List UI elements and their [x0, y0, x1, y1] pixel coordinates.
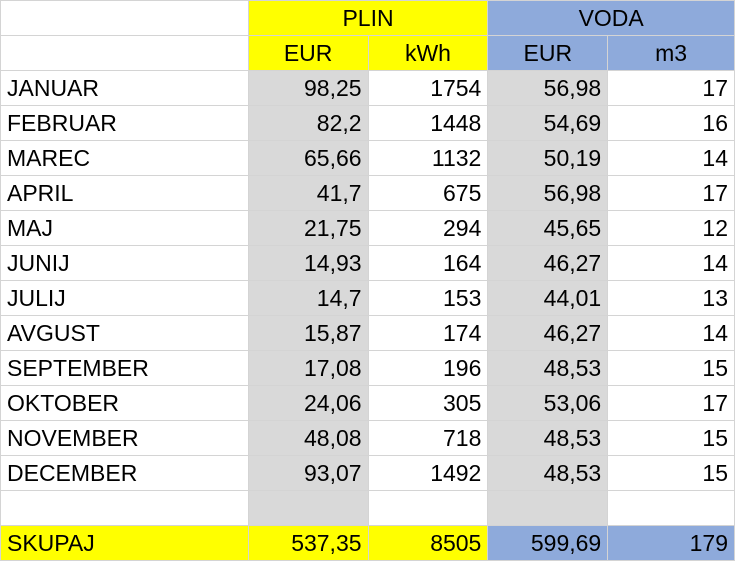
- empty-row: [0, 490, 735, 526]
- voda-m3-cell[interactable]: 17: [607, 70, 735, 106]
- voda-eur-cell[interactable]: 48,53: [487, 420, 609, 456]
- table-row: JUNIJ 14,93 164 46,27 14: [0, 245, 735, 281]
- voda-m3-cell[interactable]: 15: [607, 350, 735, 386]
- voda-eur-cell[interactable]: 48,53: [487, 350, 609, 386]
- plin-eur-cell[interactable]: 24,06: [247, 385, 369, 421]
- table-row: MAREC 65,66 1132 50,19 14: [0, 140, 735, 176]
- plin-eur-cell[interactable]: 14,93: [247, 245, 369, 281]
- total-voda-eur[interactable]: 599,69: [487, 525, 609, 561]
- table-row: JANUAR 98,25 1754 56,98 17: [0, 70, 735, 106]
- plin-kwh-cell[interactable]: 164: [367, 245, 489, 281]
- empty-cell[interactable]: [0, 0, 249, 36]
- month-cell[interactable]: DECEMBER: [0, 455, 249, 491]
- plin-group-header[interactable]: PLIN: [247, 0, 489, 36]
- voda-eur-cell[interactable]: 50,19: [487, 140, 609, 176]
- voda-m3-cell[interactable]: 14: [607, 140, 735, 176]
- month-cell[interactable]: JULIJ: [0, 280, 249, 316]
- voda-m3-cell[interactable]: 17: [607, 385, 735, 421]
- empty-cell[interactable]: [247, 490, 369, 526]
- month-cell[interactable]: SEPTEMBER: [0, 350, 249, 386]
- table-row: OKTOBER 24,06 305 53,06 17: [0, 385, 735, 421]
- total-plin-kwh[interactable]: 8505: [367, 525, 489, 561]
- month-cell[interactable]: NOVEMBER: [0, 420, 249, 456]
- plin-eur-cell[interactable]: 82,2: [247, 105, 369, 141]
- plin-kwh-cell[interactable]: 305: [367, 385, 489, 421]
- voda-group-header[interactable]: VODA: [487, 0, 735, 36]
- month-cell[interactable]: JANUAR: [0, 70, 249, 106]
- plin-kwh-cell[interactable]: 1448: [367, 105, 489, 141]
- voda-eur-cell[interactable]: 46,27: [487, 245, 609, 281]
- month-cell[interactable]: FEBRUAR: [0, 105, 249, 141]
- plin-eur-cell[interactable]: 15,87: [247, 315, 369, 351]
- empty-cell[interactable]: [607, 490, 735, 526]
- plin-eur-cell[interactable]: 65,66: [247, 140, 369, 176]
- plin-kwh-cell[interactable]: 1492: [367, 455, 489, 491]
- table-row: SEPTEMBER 17,08 196 48,53 15: [0, 350, 735, 386]
- plin-eur-cell[interactable]: 41,7: [247, 175, 369, 211]
- month-cell[interactable]: OKTOBER: [0, 385, 249, 421]
- voda-eur-cell[interactable]: 44,01: [487, 280, 609, 316]
- total-voda-m3[interactable]: 179: [607, 525, 735, 561]
- plin-eur-cell[interactable]: 98,25: [247, 70, 369, 106]
- plin-eur-cell[interactable]: 48,08: [247, 420, 369, 456]
- utility-cost-table: PLIN VODA EUR kWh EUR m3 JANUAR 98,25 17…: [0, 0, 735, 561]
- totals-row: SKUPAJ 537,35 8505 599,69 179: [0, 525, 735, 561]
- voda-m3-header[interactable]: m3: [607, 35, 735, 71]
- plin-eur-cell[interactable]: 17,08: [247, 350, 369, 386]
- table-row: MAJ 21,75 294 45,65 12: [0, 210, 735, 246]
- totals-label[interactable]: SKUPAJ: [0, 525, 249, 561]
- voda-m3-cell[interactable]: 14: [607, 315, 735, 351]
- voda-m3-cell[interactable]: 15: [607, 420, 735, 456]
- plin-eur-cell[interactable]: 14,7: [247, 280, 369, 316]
- plin-kwh-cell[interactable]: 153: [367, 280, 489, 316]
- voda-eur-cell[interactable]: 53,06: [487, 385, 609, 421]
- plin-kwh-cell[interactable]: 196: [367, 350, 489, 386]
- plin-kwh-cell[interactable]: 718: [367, 420, 489, 456]
- voda-m3-cell[interactable]: 17: [607, 175, 735, 211]
- table-row: APRIL 41,7 675 56,98 17: [0, 175, 735, 211]
- voda-m3-cell[interactable]: 16: [607, 105, 735, 141]
- month-cell[interactable]: MAREC: [0, 140, 249, 176]
- plin-kwh-cell[interactable]: 1754: [367, 70, 489, 106]
- plin-kwh-cell[interactable]: 1132: [367, 140, 489, 176]
- plin-kwh-cell[interactable]: 294: [367, 210, 489, 246]
- voda-m3-cell[interactable]: 12: [607, 210, 735, 246]
- voda-eur-cell[interactable]: 56,98: [487, 175, 609, 211]
- empty-cell[interactable]: [0, 35, 249, 71]
- plin-kwh-header[interactable]: kWh: [367, 35, 489, 71]
- plin-eur-cell[interactable]: 93,07: [247, 455, 369, 491]
- empty-cell[interactable]: [487, 490, 609, 526]
- voda-m3-cell[interactable]: 15: [607, 455, 735, 491]
- plin-eur-header[interactable]: EUR: [247, 35, 369, 71]
- month-cell[interactable]: APRIL: [0, 175, 249, 211]
- plin-eur-cell[interactable]: 21,75: [247, 210, 369, 246]
- empty-cell[interactable]: [367, 490, 489, 526]
- voda-eur-cell[interactable]: 46,27: [487, 315, 609, 351]
- table-row: JULIJ 14,7 153 44,01 13: [0, 280, 735, 316]
- plin-kwh-cell[interactable]: 174: [367, 315, 489, 351]
- table-row: NOVEMBER 48,08 718 48,53 15: [0, 420, 735, 456]
- table-row: AVGUST 15,87 174 46,27 14: [0, 315, 735, 351]
- table-row: FEBRUAR 82,2 1448 54,69 16: [0, 105, 735, 141]
- sub-header-row: EUR kWh EUR m3: [0, 35, 735, 71]
- voda-eur-cell[interactable]: 45,65: [487, 210, 609, 246]
- month-cell[interactable]: AVGUST: [0, 315, 249, 351]
- voda-m3-cell[interactable]: 14: [607, 245, 735, 281]
- month-cell[interactable]: JUNIJ: [0, 245, 249, 281]
- voda-eur-cell[interactable]: 56,98: [487, 70, 609, 106]
- empty-cell[interactable]: [0, 490, 249, 526]
- voda-m3-cell[interactable]: 13: [607, 280, 735, 316]
- voda-eur-header[interactable]: EUR: [487, 35, 609, 71]
- total-plin-eur[interactable]: 537,35: [247, 525, 369, 561]
- month-cell[interactable]: MAJ: [0, 210, 249, 246]
- group-header-row: PLIN VODA: [0, 0, 735, 36]
- table-row: DECEMBER 93,07 1492 48,53 15: [0, 455, 735, 491]
- voda-eur-cell[interactable]: 54,69: [487, 105, 609, 141]
- plin-kwh-cell[interactable]: 675: [367, 175, 489, 211]
- voda-eur-cell[interactable]: 48,53: [487, 455, 609, 491]
